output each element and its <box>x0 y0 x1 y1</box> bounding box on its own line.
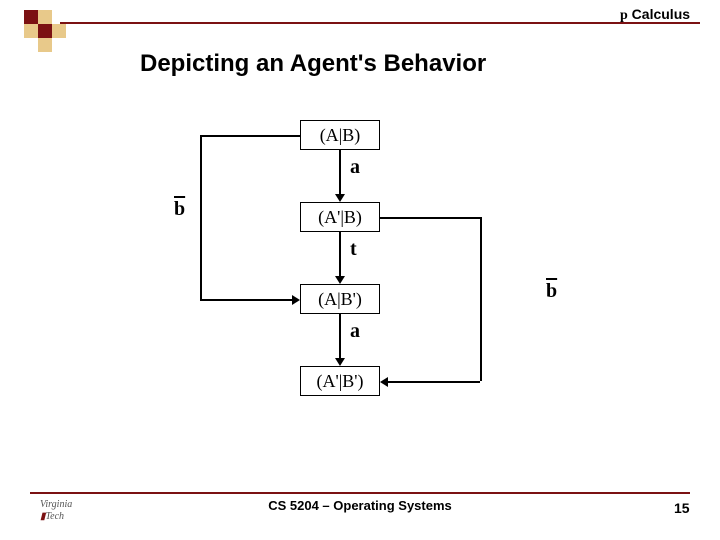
state-node: (A'|B') <box>300 366 380 396</box>
loop-segment <box>380 217 480 219</box>
arrow-head-icon <box>292 295 300 305</box>
loop-segment <box>200 135 202 299</box>
logo-square <box>52 24 66 38</box>
vt-logo: Virginia ▮Tech <box>40 498 72 522</box>
logo-square <box>38 38 52 52</box>
footer-line <box>30 492 690 494</box>
state-node: (A'|B) <box>300 202 380 232</box>
transition-label: t <box>350 238 357 261</box>
page-number: 15 <box>674 500 690 516</box>
state-node: (A|B') <box>300 284 380 314</box>
side-transition-label: b <box>174 198 185 221</box>
arrow-head-icon <box>380 377 388 387</box>
arrow-head-icon <box>335 194 345 202</box>
arrow-head-icon <box>335 358 345 366</box>
header-text: p Calculus <box>620 6 690 24</box>
logo-square <box>24 24 38 38</box>
transition-arrow <box>339 150 341 196</box>
side-transition-label: b <box>546 280 557 303</box>
loop-segment <box>480 217 482 381</box>
logo-square <box>38 10 52 24</box>
transition-arrow <box>339 232 341 278</box>
arrow-head-icon <box>335 276 345 284</box>
loop-segment <box>200 299 294 301</box>
transition-label: a <box>350 320 360 343</box>
slide-title: Depicting an Agent's Behavior <box>140 50 486 78</box>
header-line <box>60 22 700 24</box>
logo-square <box>38 24 52 38</box>
loop-segment <box>386 381 480 383</box>
state-node: (A|B) <box>300 120 380 150</box>
footer-text: CS 5204 – Operating Systems <box>0 498 720 513</box>
transition-arrow <box>339 314 341 360</box>
transition-label: a <box>350 156 360 179</box>
logo-square <box>24 10 38 24</box>
loop-segment <box>200 135 300 137</box>
